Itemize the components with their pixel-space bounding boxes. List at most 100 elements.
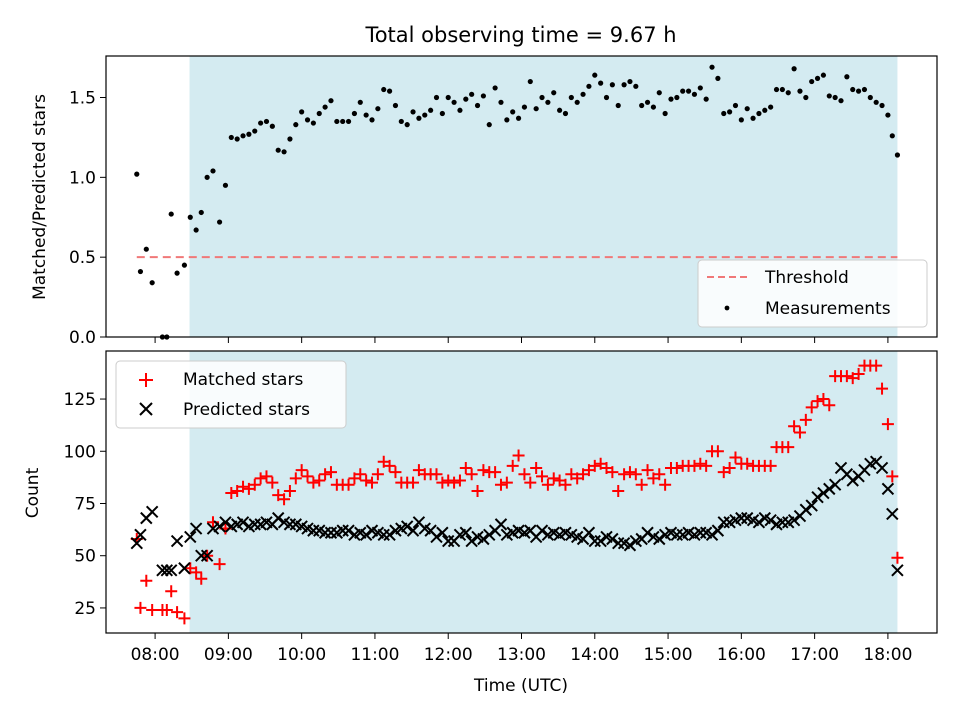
measurement-point <box>293 122 299 128</box>
measurement-point <box>662 110 668 117</box>
matched-stars-point <box>360 474 373 487</box>
bottom-panel-legend: Matched stars Predicted stars <box>115 360 347 429</box>
predicted-stars-point <box>436 526 449 539</box>
series-measurements <box>134 64 901 340</box>
top-panel-y-axis: 0.0 0.5 1.0 1.5 <box>69 89 106 348</box>
predicted-stars-point <box>160 564 174 577</box>
legend-threshold-label: Threshold <box>764 268 849 288</box>
measurement-point <box>357 99 363 105</box>
top-panel-marks <box>134 64 901 340</box>
matched-stars-point <box>165 585 178 598</box>
matched-stars-point <box>817 393 830 406</box>
predicted-stars-point <box>213 520 226 533</box>
predicted-stars-point <box>494 518 508 531</box>
predicted-stars-point <box>272 511 285 525</box>
measurement-point <box>889 133 895 139</box>
matched-stars-point <box>653 468 666 481</box>
predicted-stars-point <box>189 522 203 535</box>
predicted-stars-point <box>881 482 895 496</box>
measurement-point <box>797 88 803 94</box>
matched-stars-point <box>371 468 384 481</box>
matched-stars-point <box>190 566 203 579</box>
measurement-point <box>750 115 756 121</box>
predicted-stars-point <box>711 524 725 537</box>
matched-stars-point <box>840 370 853 383</box>
matched-stars-point <box>442 474 455 487</box>
measurement-point <box>334 118 340 125</box>
measurement-point <box>879 102 885 109</box>
measurement-point <box>768 104 774 110</box>
x-tick-label: 12:00 <box>424 645 473 665</box>
measurement-point <box>521 104 528 110</box>
matched-stars-point <box>301 470 314 483</box>
matched-stars-point <box>195 572 208 585</box>
predicted-stars-point <box>799 503 813 516</box>
measurement-point <box>492 85 498 91</box>
measurement-point <box>639 102 645 109</box>
predicted-stars-point <box>828 478 842 491</box>
matched-stars-point <box>237 480 250 493</box>
matched-stars-point <box>289 472 302 485</box>
measurement-point <box>557 107 563 113</box>
measurement-point <box>609 82 615 88</box>
measurement-point <box>181 262 188 268</box>
x-tick-label: 15:00 <box>644 645 693 665</box>
predicted-stars-point <box>477 532 490 546</box>
measurement-point <box>310 120 316 126</box>
x-tick-label: 17:00 <box>790 645 839 665</box>
measurement-point <box>539 94 545 101</box>
measurement-point <box>340 118 346 125</box>
matched-stars-point <box>782 441 795 454</box>
predicted-stars-point <box>483 528 496 542</box>
matched-stars-point <box>764 459 777 472</box>
matched-stars-point <box>623 466 636 479</box>
measurement-point <box>439 110 445 117</box>
matched-stars-point <box>688 459 701 472</box>
y-tick-label: 75 <box>74 494 96 514</box>
predicted-stars-point <box>817 486 830 500</box>
measurement-point <box>392 102 399 109</box>
matched-stars-point <box>295 464 308 477</box>
predicted-stars-point <box>178 562 191 575</box>
predicted-stars-point <box>219 516 232 529</box>
measurement-point <box>428 107 434 113</box>
measurement-point <box>674 94 680 101</box>
measurement-point <box>627 78 633 85</box>
matched-stars-point <box>793 426 806 439</box>
matched-stars-point <box>536 470 549 483</box>
measurement-point <box>644 99 651 105</box>
matched-stars-point <box>588 459 601 472</box>
measurement-point <box>143 246 149 252</box>
measurement-point <box>198 209 204 216</box>
matched-stars-point <box>670 461 683 474</box>
measurement-point <box>281 149 287 155</box>
measurement-point <box>258 120 264 126</box>
predicted-stars-point <box>717 516 730 529</box>
legend-matched-swatch <box>139 373 153 387</box>
measurement-point <box>744 106 750 112</box>
matched-stars-point <box>629 468 642 481</box>
measurement-point <box>287 136 293 142</box>
predicted-stars-point <box>184 530 197 544</box>
predicted-stars-point <box>170 534 184 548</box>
matched-stars-point <box>283 484 296 497</box>
matched-stars-point <box>541 478 554 491</box>
predicted-stars-point <box>430 530 443 544</box>
measurement-point <box>873 99 879 105</box>
measurement-point <box>404 122 410 128</box>
matched-stars-point <box>870 359 883 372</box>
measurement-point <box>621 82 627 88</box>
y-tick-label: 1.0 <box>69 168 96 188</box>
measurement-point <box>861 86 868 93</box>
matched-stars-point <box>530 461 543 474</box>
matched-stars-point <box>524 476 537 489</box>
matched-stars-point <box>383 459 396 472</box>
measurement-point <box>351 110 358 117</box>
measurement-point <box>844 74 850 80</box>
matched-stars-point <box>811 395 824 408</box>
matched-stars-point <box>612 484 625 497</box>
matched-stars-point <box>366 476 379 489</box>
predicted-stars-point <box>248 518 261 531</box>
predicted-stars-point <box>623 539 637 552</box>
